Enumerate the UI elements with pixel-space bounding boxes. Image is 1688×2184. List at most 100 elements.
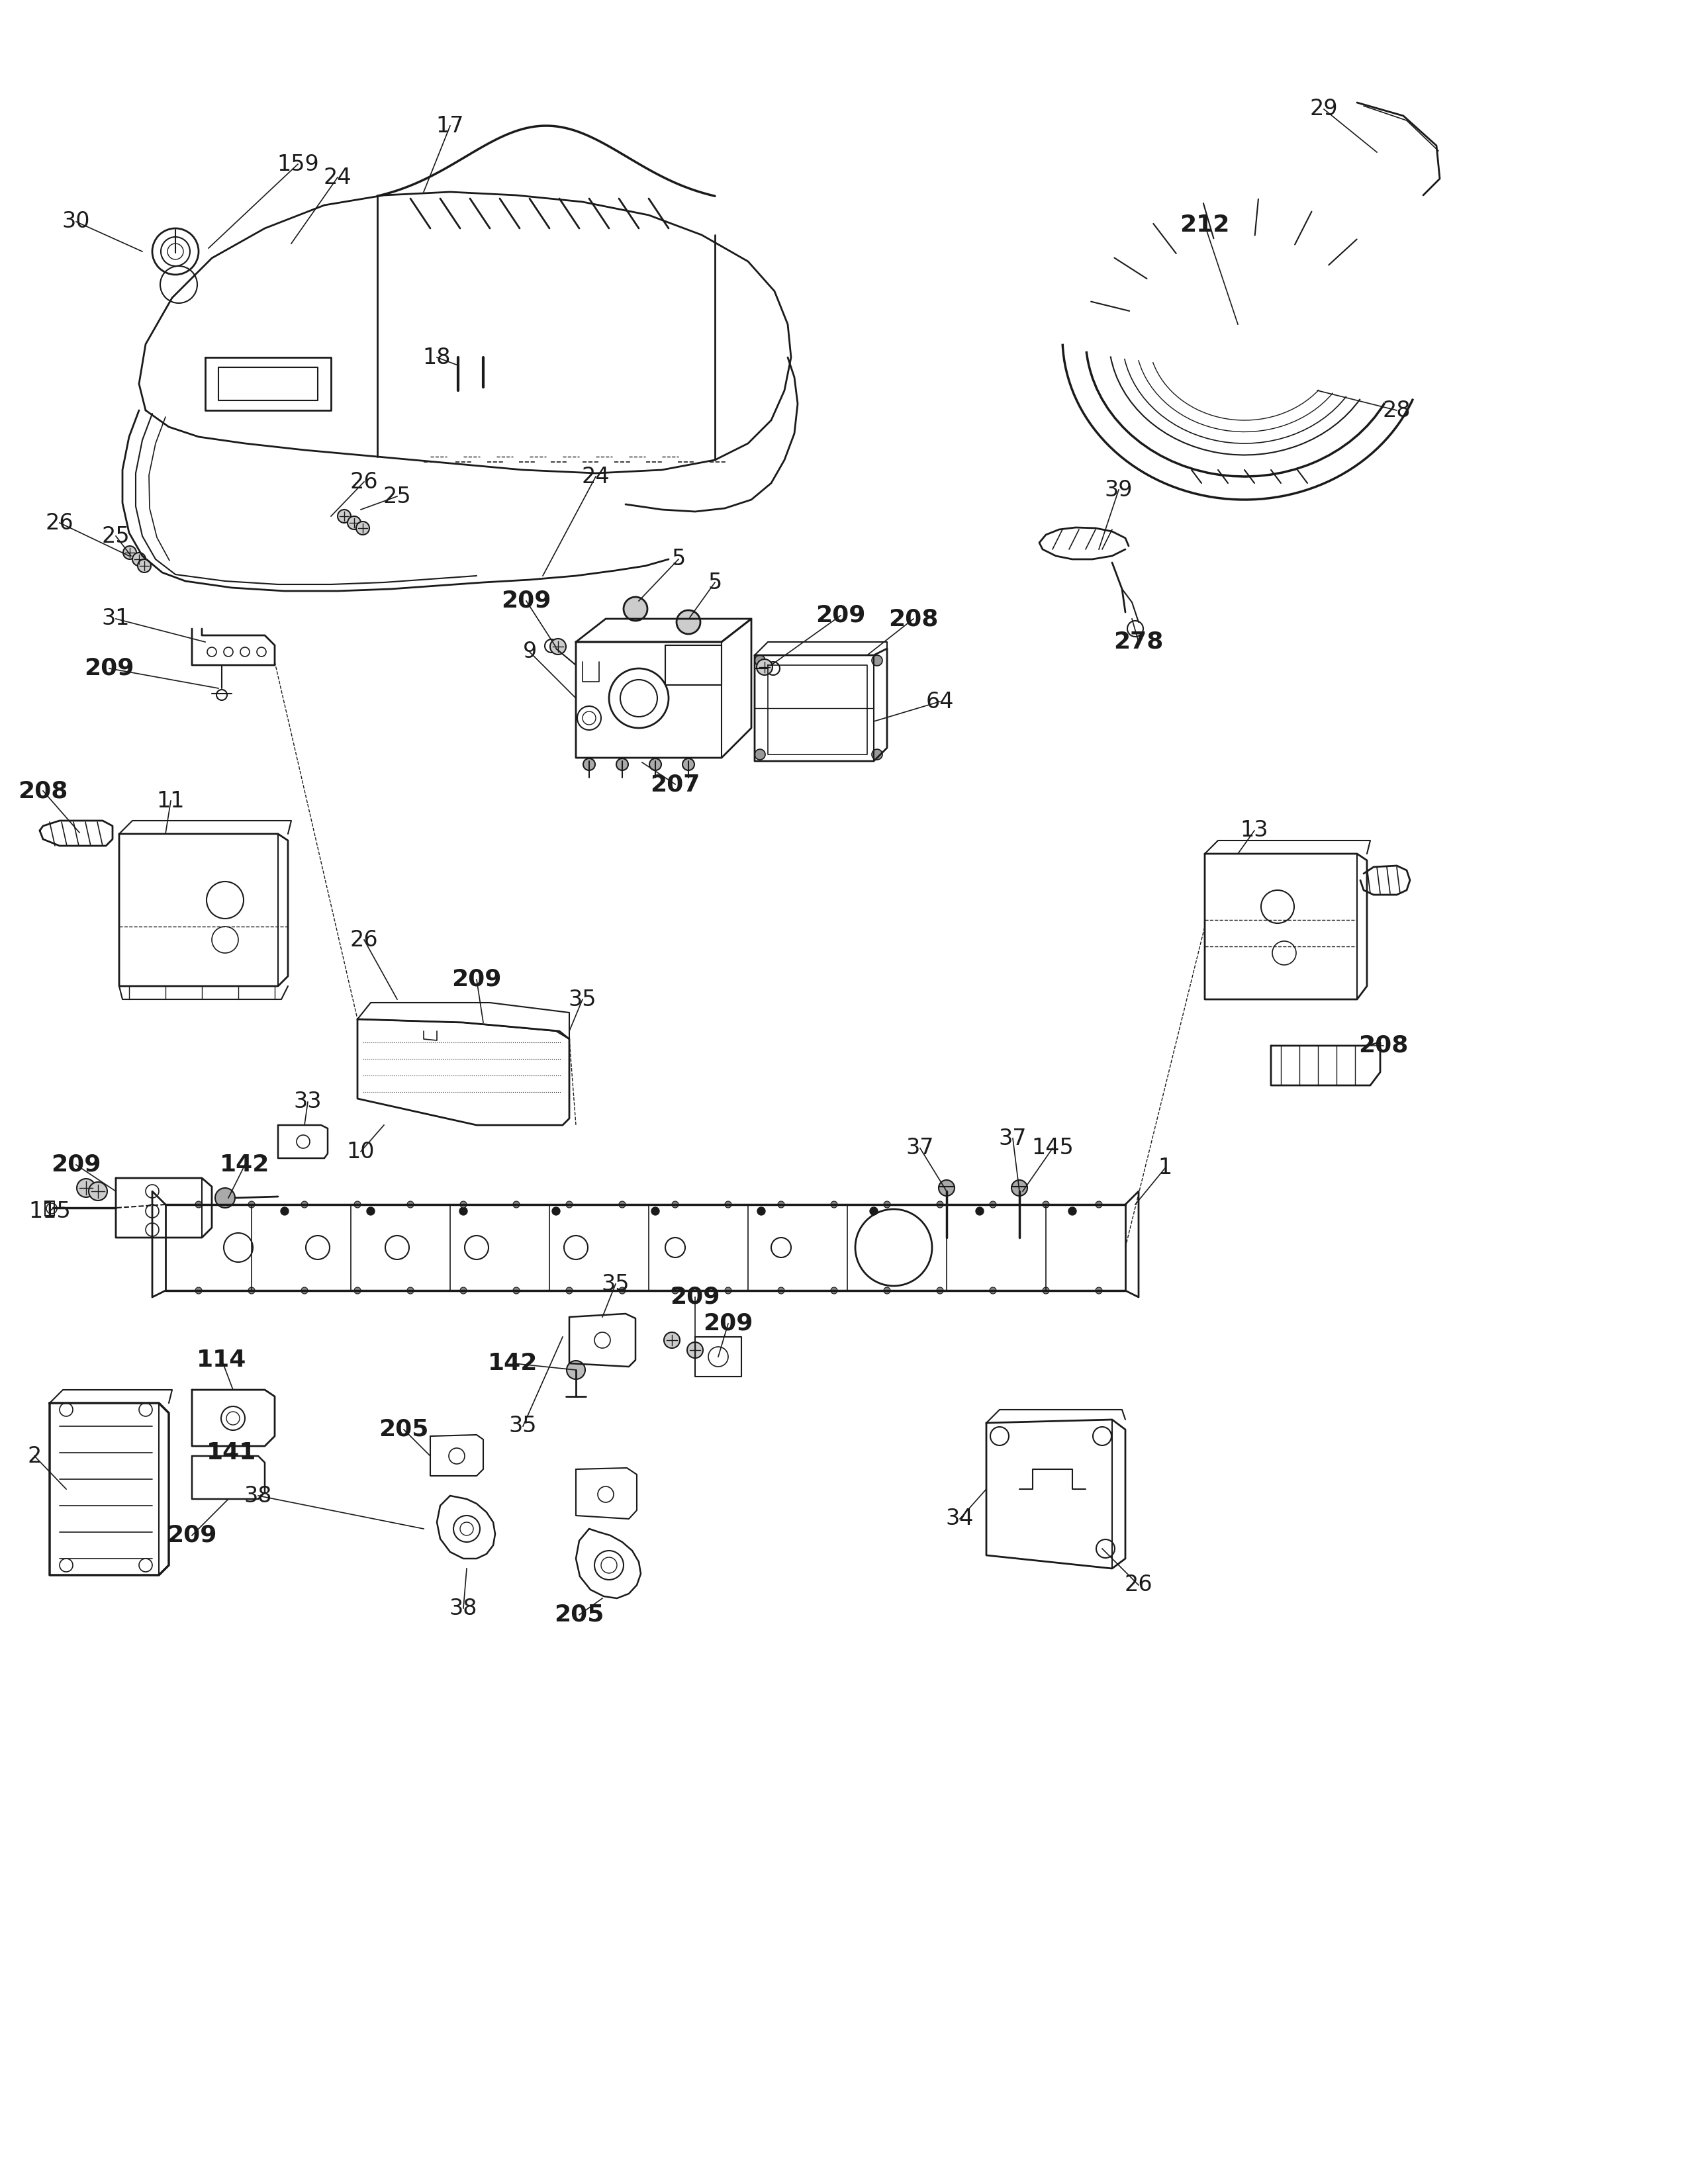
Circle shape xyxy=(937,1201,944,1208)
Circle shape xyxy=(650,758,662,771)
Circle shape xyxy=(1096,1286,1102,1293)
Text: 30: 30 xyxy=(62,212,89,234)
Circle shape xyxy=(871,749,883,760)
Circle shape xyxy=(138,559,150,572)
Circle shape xyxy=(1069,1208,1077,1214)
Circle shape xyxy=(565,1201,572,1208)
Circle shape xyxy=(755,655,765,666)
Text: 209: 209 xyxy=(167,1524,218,1546)
Text: 209: 209 xyxy=(815,605,866,627)
Circle shape xyxy=(89,1182,108,1201)
Circle shape xyxy=(758,1208,765,1214)
Circle shape xyxy=(976,1208,984,1214)
Text: 28: 28 xyxy=(1382,400,1411,422)
Circle shape xyxy=(248,1201,255,1208)
Text: 2: 2 xyxy=(27,1446,42,1468)
Circle shape xyxy=(348,515,361,529)
Circle shape xyxy=(196,1201,203,1208)
Circle shape xyxy=(989,1286,996,1293)
Text: 25: 25 xyxy=(383,485,412,507)
Circle shape xyxy=(248,1286,255,1293)
Circle shape xyxy=(123,546,137,559)
Text: 25: 25 xyxy=(101,524,130,546)
Text: 35: 35 xyxy=(569,989,596,1011)
Circle shape xyxy=(652,1208,660,1214)
Text: 13: 13 xyxy=(1241,819,1268,841)
Circle shape xyxy=(687,1343,702,1358)
Circle shape xyxy=(937,1286,944,1293)
Circle shape xyxy=(1043,1286,1050,1293)
Circle shape xyxy=(871,655,883,666)
Circle shape xyxy=(300,1286,307,1293)
Circle shape xyxy=(565,1286,572,1293)
Circle shape xyxy=(672,1201,679,1208)
Text: 209: 209 xyxy=(670,1286,721,1308)
Text: 39: 39 xyxy=(1104,478,1133,500)
Text: 159: 159 xyxy=(277,153,319,175)
Text: 1: 1 xyxy=(1158,1158,1171,1179)
Text: 34: 34 xyxy=(945,1507,974,1529)
Circle shape xyxy=(459,1208,468,1214)
Circle shape xyxy=(582,758,596,771)
Circle shape xyxy=(619,1286,626,1293)
Circle shape xyxy=(672,1286,679,1293)
Text: 38: 38 xyxy=(245,1485,272,1507)
Circle shape xyxy=(552,1208,560,1214)
Text: 24: 24 xyxy=(582,465,609,487)
Circle shape xyxy=(407,1201,414,1208)
Text: 29: 29 xyxy=(1310,98,1339,120)
Text: 35: 35 xyxy=(601,1273,630,1295)
Circle shape xyxy=(280,1208,289,1214)
Text: 24: 24 xyxy=(324,166,351,188)
Text: 209: 209 xyxy=(452,968,501,992)
Circle shape xyxy=(354,1286,361,1293)
Text: 205: 205 xyxy=(554,1603,604,1627)
Text: 208: 208 xyxy=(1359,1035,1408,1057)
Text: 26: 26 xyxy=(349,928,378,950)
Circle shape xyxy=(778,1201,785,1208)
Circle shape xyxy=(677,609,701,633)
Circle shape xyxy=(76,1179,95,1197)
Text: 207: 207 xyxy=(650,773,701,795)
Circle shape xyxy=(461,1286,466,1293)
Circle shape xyxy=(663,1332,680,1348)
Circle shape xyxy=(885,1286,890,1293)
Circle shape xyxy=(756,660,773,675)
Circle shape xyxy=(132,553,145,566)
Text: 212: 212 xyxy=(1180,214,1231,236)
Text: 142: 142 xyxy=(219,1153,270,1175)
Text: 18: 18 xyxy=(424,347,451,369)
Text: 209: 209 xyxy=(501,590,552,612)
Circle shape xyxy=(830,1201,837,1208)
Circle shape xyxy=(513,1286,520,1293)
Text: 10: 10 xyxy=(346,1140,375,1162)
Text: 33: 33 xyxy=(294,1092,322,1114)
Circle shape xyxy=(1096,1201,1102,1208)
Circle shape xyxy=(407,1286,414,1293)
Circle shape xyxy=(214,1188,235,1208)
Circle shape xyxy=(724,1286,731,1293)
Circle shape xyxy=(755,749,765,760)
Circle shape xyxy=(196,1286,203,1293)
Circle shape xyxy=(989,1201,996,1208)
Text: 9: 9 xyxy=(523,640,537,662)
Text: 35: 35 xyxy=(508,1415,537,1437)
Circle shape xyxy=(939,1179,954,1197)
Text: 26: 26 xyxy=(1124,1575,1153,1597)
Text: 114: 114 xyxy=(197,1350,246,1372)
Circle shape xyxy=(461,1201,466,1208)
Circle shape xyxy=(885,1201,890,1208)
Text: 208: 208 xyxy=(888,607,939,629)
Text: 31: 31 xyxy=(101,607,130,629)
Circle shape xyxy=(623,596,648,620)
Text: 64: 64 xyxy=(927,690,954,712)
Circle shape xyxy=(724,1201,731,1208)
Text: 37: 37 xyxy=(999,1127,1026,1149)
Text: 11: 11 xyxy=(157,791,186,812)
Circle shape xyxy=(616,758,628,771)
Text: 115: 115 xyxy=(29,1201,71,1223)
Text: 17: 17 xyxy=(436,116,464,138)
Circle shape xyxy=(513,1201,520,1208)
Circle shape xyxy=(778,1286,785,1293)
Circle shape xyxy=(869,1208,878,1214)
